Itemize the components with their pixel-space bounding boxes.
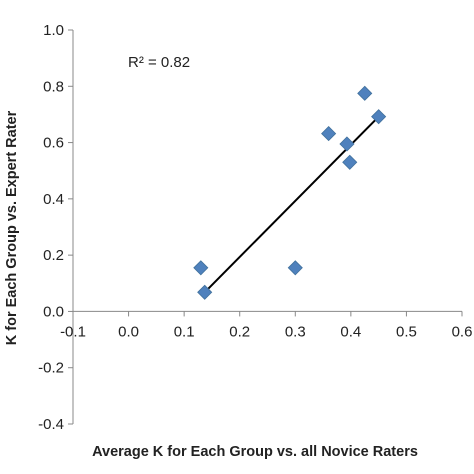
tick-labels: -0.4 -0.2 0.0 0.2 0.4 0.6 0.8 1.0 -0.1 0.0 0.1 0.2 0… (38, 22, 472, 433)
x-axis-title: Average K for Each Group vs. all Novice … (92, 444, 418, 460)
data-points (193, 85, 387, 300)
axes (68, 29, 463, 425)
y-tick-label: -0.4 (38, 416, 64, 433)
x-tick-label: 0.3 (285, 323, 306, 340)
x-tick-label: 0.0 (118, 323, 139, 340)
data-point (342, 154, 358, 170)
data-point (287, 260, 303, 276)
r-squared-annotation: R² = 0.82 (128, 54, 190, 71)
y-tick-label: -0.2 (38, 360, 64, 377)
x-tick-label: 0.4 (340, 323, 361, 340)
y-axis-title: K for Each Group vs. Expert Rater (4, 110, 20, 345)
x-tick-label: -0.1 (60, 323, 86, 340)
x-tick-label: 0.6 (452, 323, 473, 340)
data-point (371, 109, 387, 125)
y-tick-label: 0.2 (43, 247, 64, 264)
data-point (321, 126, 337, 142)
x-tick-label: 0.2 (229, 323, 250, 340)
y-tick-label: 0.6 (43, 135, 64, 152)
y-tick-label: 0.0 (43, 303, 64, 320)
data-point (357, 85, 373, 101)
y-tick-label: 1.0 (43, 22, 64, 39)
x-tick-label: 0.1 (174, 323, 195, 340)
x-tick-label: 0.5 (396, 323, 417, 340)
y-tick-label: 0.8 (43, 78, 64, 95)
data-point (193, 260, 209, 276)
y-tick-label: 0.4 (43, 191, 64, 208)
data-point (197, 284, 213, 300)
data-point (339, 136, 355, 152)
